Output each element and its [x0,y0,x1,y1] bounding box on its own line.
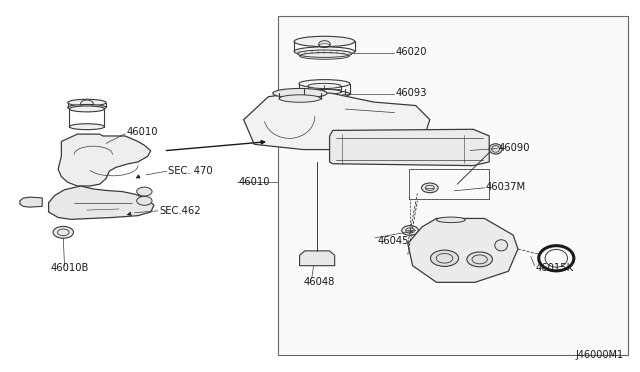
Ellipse shape [294,36,355,46]
Bar [410,169,489,199]
Ellipse shape [294,47,355,56]
Text: 46090: 46090 [499,143,531,153]
Circle shape [53,227,74,238]
Bar [410,169,489,199]
Text: SEC. 470: SEC. 470 [168,166,212,176]
Ellipse shape [489,144,502,154]
Circle shape [137,187,152,196]
Circle shape [422,183,438,193]
Text: J46000M1: J46000M1 [575,350,623,360]
Polygon shape [20,197,42,207]
Ellipse shape [69,106,104,112]
Ellipse shape [298,50,351,57]
Circle shape [467,252,492,267]
Text: 46015K: 46015K [536,263,574,273]
Polygon shape [58,134,151,186]
Text: 46093: 46093 [396,88,427,98]
Ellipse shape [68,105,106,110]
Ellipse shape [69,124,104,130]
Polygon shape [300,251,335,266]
Polygon shape [244,92,430,150]
Circle shape [431,250,459,266]
Text: 46020: 46020 [396,47,427,57]
Text: SEC.462: SEC.462 [159,206,201,216]
Circle shape [402,226,419,235]
Text: 46010: 46010 [127,127,158,137]
Polygon shape [408,218,518,282]
Ellipse shape [279,95,321,102]
Circle shape [137,196,152,205]
Text: 46045: 46045 [378,236,409,246]
Ellipse shape [299,80,350,88]
Text: 46010B: 46010B [51,263,89,273]
Ellipse shape [68,99,106,106]
Polygon shape [330,129,489,166]
Ellipse shape [299,90,350,98]
Ellipse shape [495,240,508,251]
Text: 46037M: 46037M [486,182,526,192]
Text: 46048: 46048 [304,277,335,286]
Ellipse shape [273,89,327,98]
Bar [278,16,628,355]
Ellipse shape [436,217,465,222]
Text: 46010: 46010 [238,177,269,187]
Polygon shape [49,186,154,219]
Ellipse shape [308,89,341,94]
Ellipse shape [308,83,341,89]
